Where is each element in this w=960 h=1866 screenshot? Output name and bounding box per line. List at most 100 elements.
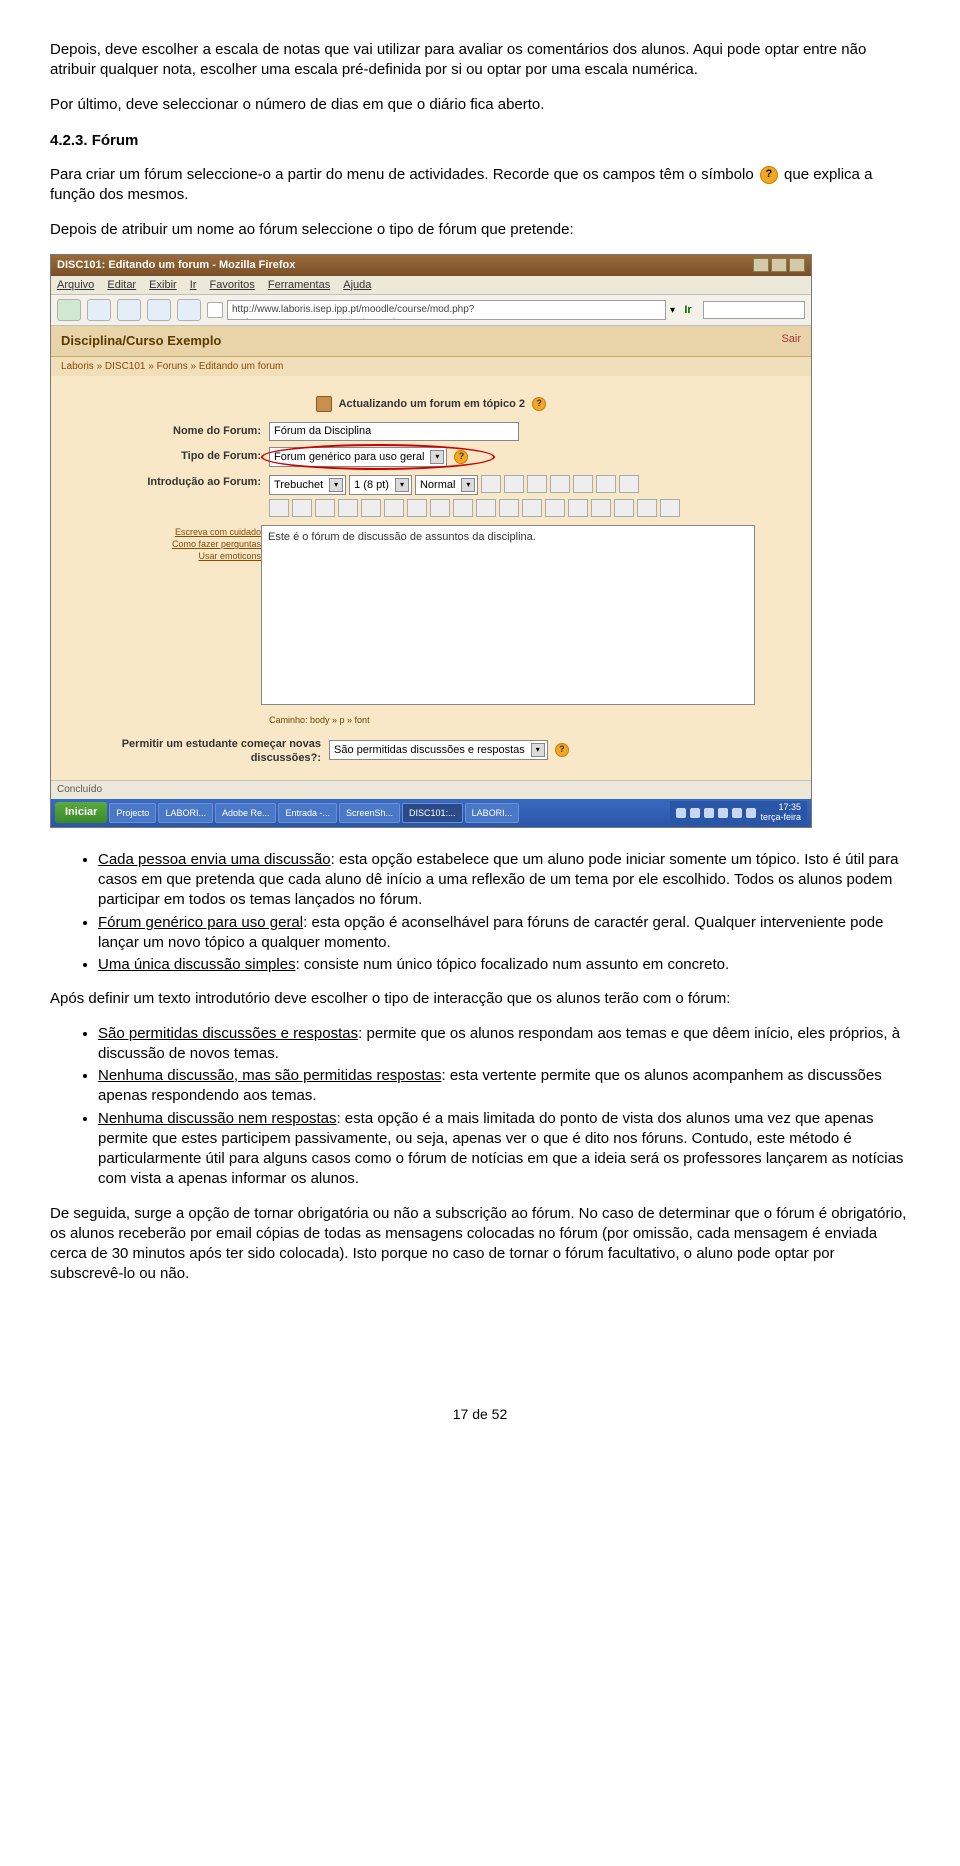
bold-button[interactable] xyxy=(481,475,501,493)
help-link[interactable]: Como fazer perguntas xyxy=(81,539,261,551)
label-permitir: Permitir um estudante começar novas disc… xyxy=(81,735,329,767)
tb-btn[interactable] xyxy=(292,499,312,517)
help-link[interactable]: Usar emoticons xyxy=(81,551,261,563)
clean-button[interactable] xyxy=(619,475,639,493)
italic-button[interactable] xyxy=(504,475,524,493)
paragraph-intro-2: Por último, deve seleccionar o número de… xyxy=(50,95,910,115)
tb-btn[interactable] xyxy=(522,499,542,517)
forward-button[interactable] xyxy=(87,299,111,321)
size-select[interactable]: 1 (8 pt)▾ xyxy=(349,475,412,495)
tray-icon[interactable] xyxy=(732,808,742,818)
richtext-editor[interactable]: Este é o fórum de discussão de assuntos … xyxy=(261,525,755,705)
stop-button[interactable] xyxy=(147,299,171,321)
underline-button[interactable] xyxy=(527,475,547,493)
option-name: Uma única discussão simples xyxy=(98,956,296,973)
menu-item[interactable]: Arquivo xyxy=(57,278,94,293)
browser-toolbar: http://www.laboris.isep.ipp.pt/moodle/co… xyxy=(51,295,811,326)
reload-button[interactable] xyxy=(117,299,141,321)
tb-btn[interactable] xyxy=(476,499,496,517)
menu-item[interactable]: Favoritos xyxy=(210,278,255,293)
maximize-icon[interactable] xyxy=(771,258,787,272)
select-tipo-forum[interactable]: Forum genérico para uso geral ▾ xyxy=(269,447,447,467)
taskbar-item[interactable]: LABORI... xyxy=(158,803,213,823)
tb-btn[interactable] xyxy=(568,499,588,517)
tb-btn[interactable] xyxy=(407,499,427,517)
tray-icon[interactable] xyxy=(690,808,700,818)
taskbar-item[interactable]: LABORI... xyxy=(465,803,520,823)
tb-btn[interactable] xyxy=(384,499,404,517)
tb-btn[interactable] xyxy=(338,499,358,517)
select-permitir[interactable]: São permitidas discussões e respostas ▾ xyxy=(329,740,548,760)
paragraph-forum-1: Para criar um fórum seleccione-o a parti… xyxy=(50,165,910,206)
option-name: Nenhuma discussão, mas são permitidas re… xyxy=(98,1067,442,1084)
font-select[interactable]: Trebuchet▾ xyxy=(269,475,346,495)
tray-icon[interactable] xyxy=(746,808,756,818)
sub-button[interactable] xyxy=(573,475,593,493)
tb-btn[interactable] xyxy=(614,499,634,517)
sup-button[interactable] xyxy=(596,475,616,493)
tb-btn[interactable] xyxy=(499,499,519,517)
section-heading: 4.2.3. Fórum xyxy=(50,131,910,151)
tb-btn[interactable] xyxy=(660,499,680,517)
browser-menubar: Arquivo Editar Exibir Ir Favoritos Ferra… xyxy=(51,276,811,296)
tb-btn[interactable] xyxy=(453,499,473,517)
course-header: Disciplina/Curso Exemplo Sair xyxy=(51,326,811,357)
close-icon[interactable] xyxy=(789,258,805,272)
help-icon[interactable]: ? xyxy=(555,743,569,757)
label-tipo-forum: Tipo de Forum: xyxy=(81,447,269,464)
back-button[interactable] xyxy=(57,299,81,321)
menu-item[interactable]: Ajuda xyxy=(343,278,371,293)
address-bar[interactable]: http://www.laboris.isep.ipp.pt/moodle/co… xyxy=(227,300,666,320)
editor-help-links: Escreva com cuidado Como fazer perguntas… xyxy=(81,525,261,562)
list-item: Cada pessoa envia uma discussão: esta op… xyxy=(98,850,910,911)
menu-item[interactable]: Exibir xyxy=(149,278,177,293)
tray-icon[interactable] xyxy=(718,808,728,818)
site-icon xyxy=(207,302,223,318)
tb-btn[interactable] xyxy=(430,499,450,517)
taskbar-item[interactable]: Adobe Re... xyxy=(215,803,277,823)
menu-item[interactable]: Editar xyxy=(107,278,136,293)
tray-icon[interactable] xyxy=(676,808,686,818)
help-link[interactable]: Escreva com cuidado xyxy=(81,527,261,539)
taskbar-item[interactable]: ScreenSh... xyxy=(339,803,400,823)
tb-btn[interactable] xyxy=(545,499,565,517)
menu-item[interactable]: Ir xyxy=(190,278,197,293)
strike-button[interactable] xyxy=(550,475,570,493)
list-item: Fórum genérico para uso geral: esta opçã… xyxy=(98,913,910,954)
tb-btn[interactable] xyxy=(269,499,289,517)
minimize-icon[interactable] xyxy=(753,258,769,272)
paragraph-subscription: De seguida, surge a opção de tornar obri… xyxy=(50,1204,910,1285)
paragraph-interaction: Após definir um texto introdutório deve … xyxy=(50,989,910,1009)
system-tray: 17:35 terça-feira xyxy=(670,801,807,825)
tb-btn[interactable] xyxy=(637,499,657,517)
tb-btn[interactable] xyxy=(361,499,381,517)
taskbar-item[interactable]: Entrada -... xyxy=(278,803,337,823)
list-item: Uma única discussão simples: consiste nu… xyxy=(98,955,910,975)
option-name: São permitidas discussões e respostas xyxy=(98,1025,358,1042)
logout-link[interactable]: Sair xyxy=(781,332,801,350)
chevron-down-icon: ▾ xyxy=(531,743,545,757)
page-number: 17 de 52 xyxy=(50,1405,910,1424)
taskbar-item[interactable]: Projecto xyxy=(109,803,156,823)
windows-taskbar: Iniciar Projecto LABORI... Adobe Re... E… xyxy=(51,799,811,827)
tb-btn[interactable] xyxy=(591,499,611,517)
input-nome-forum[interactable]: Fórum da Disciplina xyxy=(269,422,519,441)
help-icon[interactable]: ? xyxy=(532,397,546,411)
home-button[interactable] xyxy=(177,299,201,321)
menu-item[interactable]: Ferramentas xyxy=(268,278,330,293)
help-icon: ? xyxy=(760,166,778,184)
option-name: Cada pessoa envia uma discussão xyxy=(98,851,331,868)
start-button[interactable]: Iniciar xyxy=(55,802,107,823)
style-select[interactable]: Normal▾ xyxy=(415,475,478,495)
list-item: São permitidas discussões e respostas: p… xyxy=(98,1024,910,1065)
help-icon[interactable]: ? xyxy=(454,450,468,464)
window-titlebar: DISC101: Editando um forum - Mozilla Fir… xyxy=(51,255,811,276)
tray-icon[interactable] xyxy=(704,808,714,818)
go-button[interactable]: Ir xyxy=(679,303,697,318)
editor-path: Caminho: body » p » font xyxy=(81,711,781,734)
taskbar-item[interactable]: DISC101:... xyxy=(402,803,463,823)
select-value: São permitidas discussões e respostas xyxy=(334,743,525,758)
tb-btn[interactable] xyxy=(315,499,335,517)
paragraph-forum-2: Depois de atribuir um nome ao fórum sele… xyxy=(50,220,910,240)
search-box[interactable] xyxy=(703,301,805,319)
